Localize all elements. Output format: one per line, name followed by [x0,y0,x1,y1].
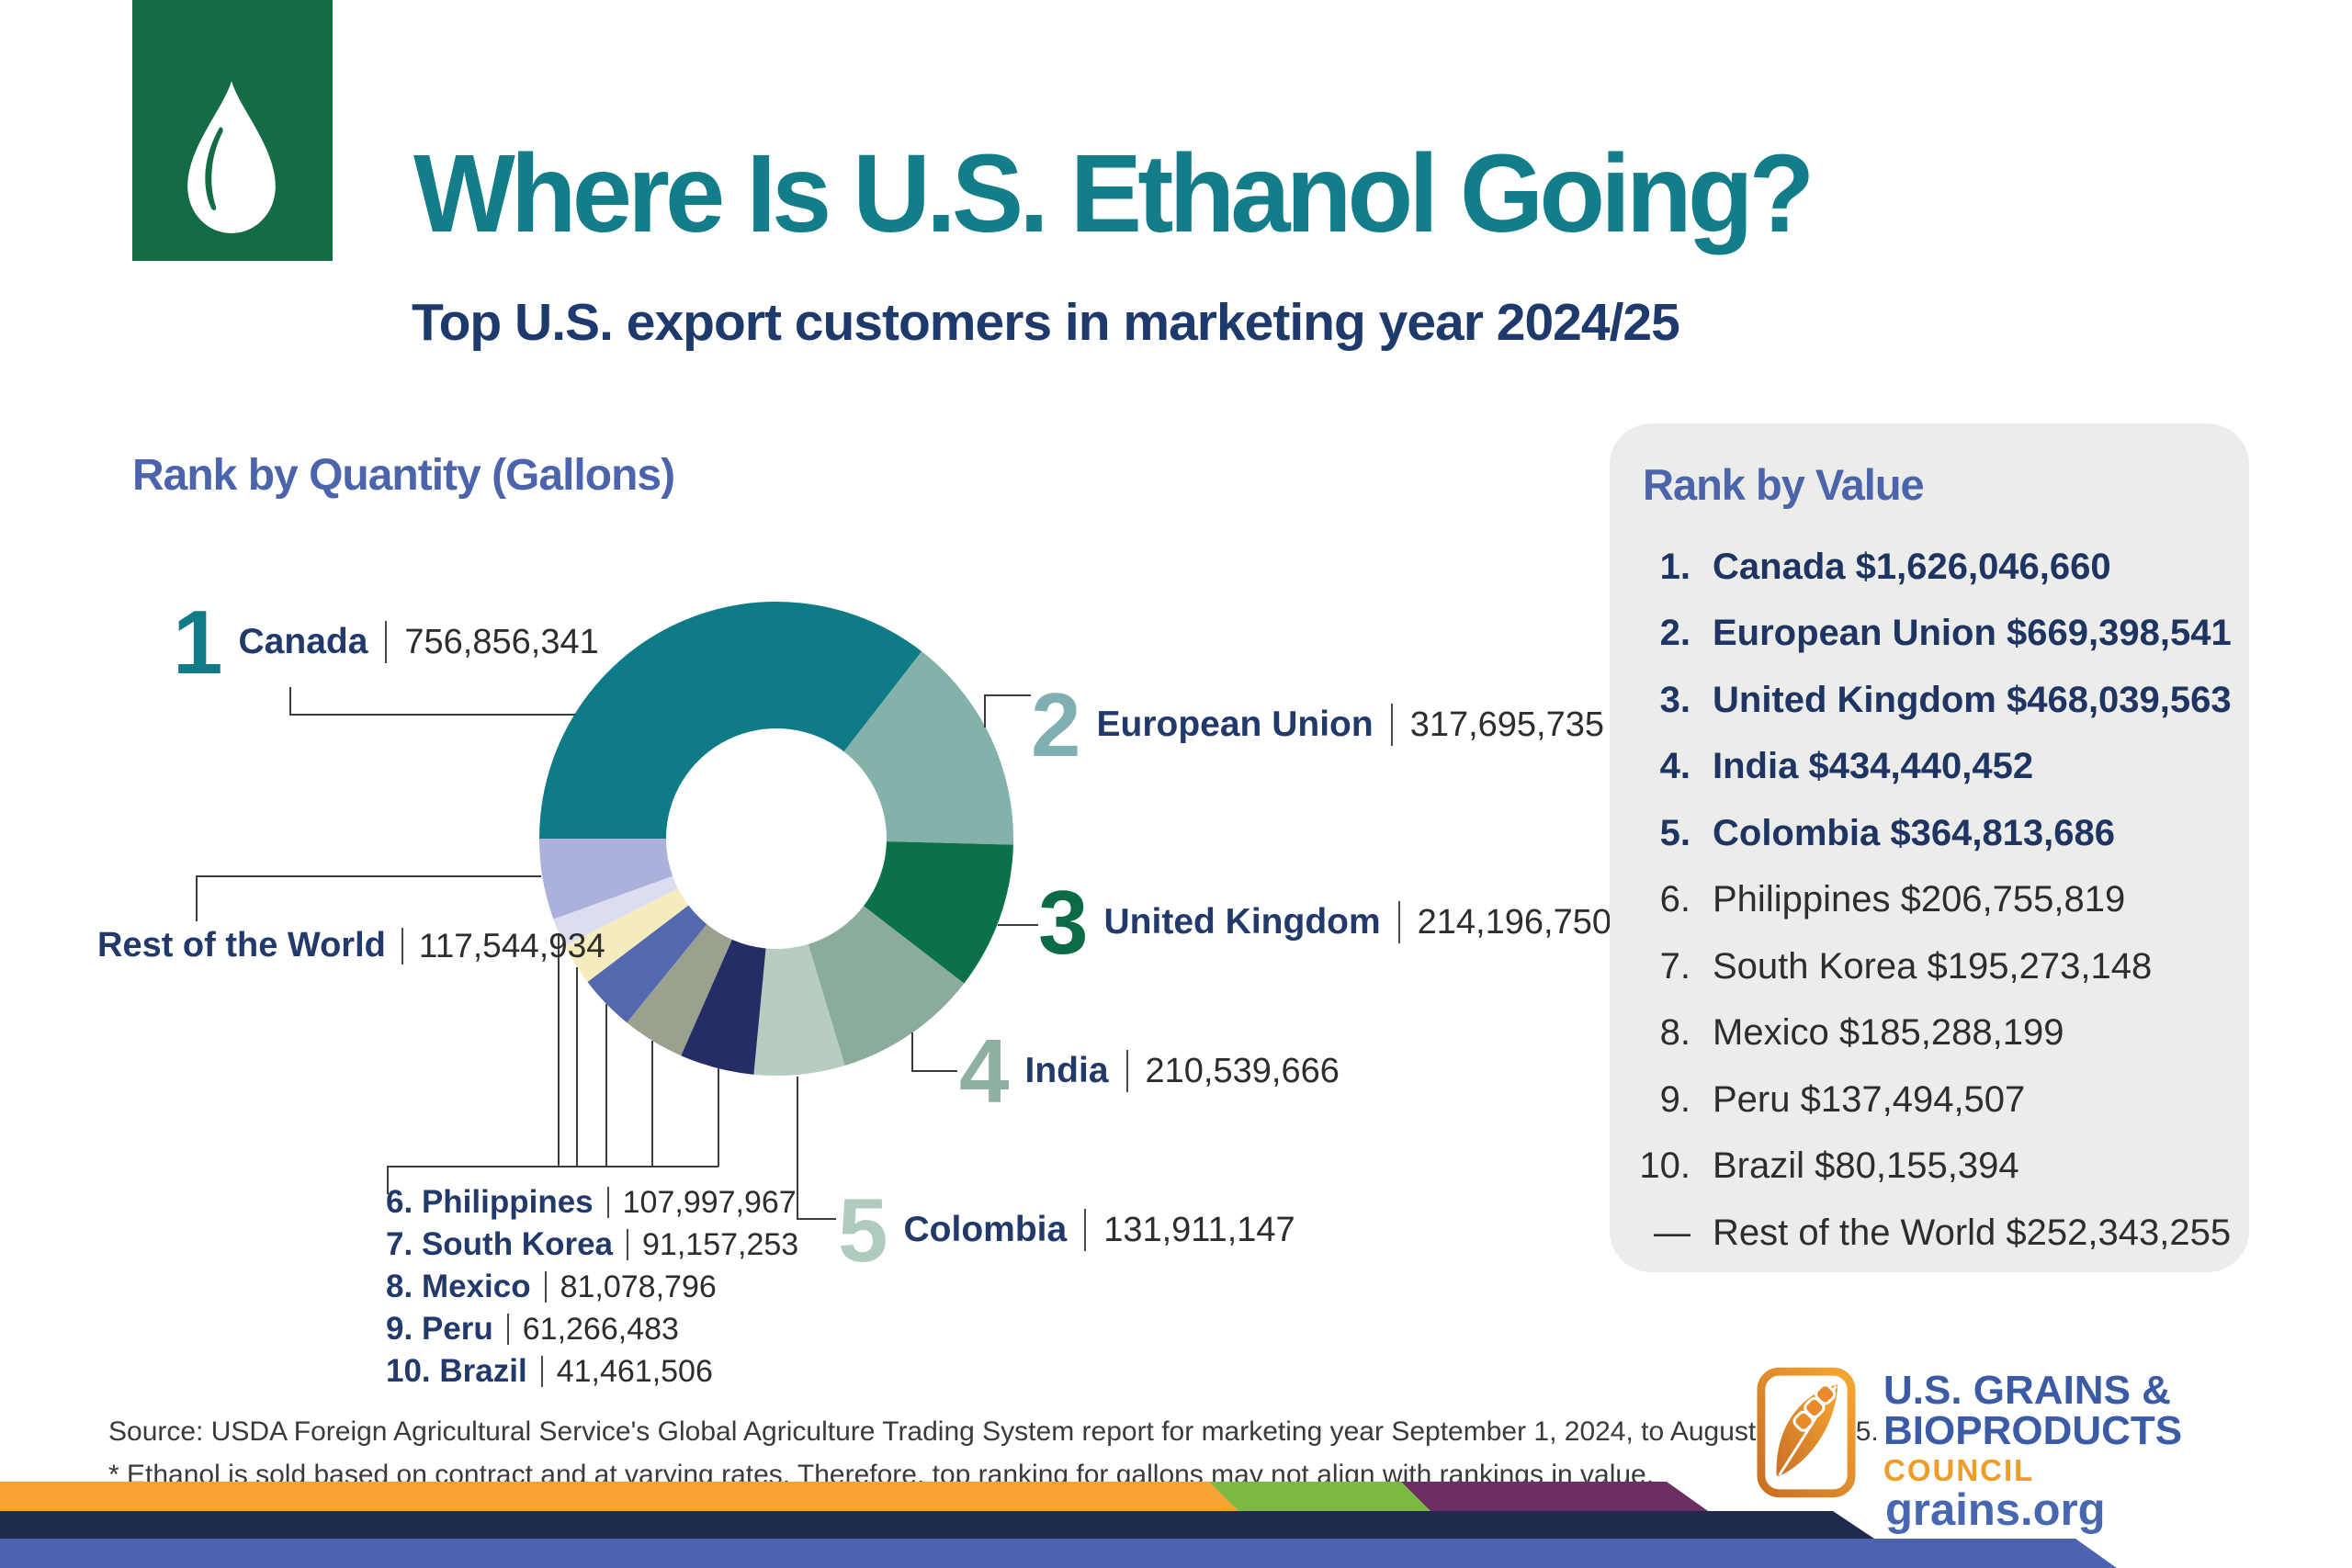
country-value: 210,539,666 [1145,1051,1340,1090]
value-row: 1. Canada $1,626,046,660 [1659,546,2111,587]
stripe-green [1209,1482,1430,1511]
value-row: — Rest of the World $252,343,255 [1654,1212,2232,1253]
rank-number: 3 [1038,872,1088,973]
country-name: Colombia [903,1210,1068,1249]
country-value: 81,078,796 [560,1269,717,1304]
rank-row-peru: 9. Peru 61,266,483 [386,1311,679,1348]
leader-canada [289,687,575,716]
source-line-1: Source: USDA Foreign Agricultural Servic… [108,1416,1879,1447]
footer-stripe-colored [0,1482,2352,1511]
country-value: 107,997,967 [622,1184,797,1220]
divider [540,1356,543,1387]
rank-by-value-panel [1610,423,2249,1272]
rank-row-european-union: 2 European Union 317,695,735 [1031,680,1604,770]
country-name: Canada [238,622,368,661]
page-title: Where Is U.S. Ethanol Going? [413,130,1815,255]
country-value: 41,461,506 [556,1353,713,1389]
value-row: 2. European Union $669,398,541 [1659,613,2232,654]
usgc-logo-icon [1757,1367,1856,1498]
leader-european-union [984,694,1031,728]
value-row: 4. India $434,440,452 [1659,746,2034,787]
country-value: 61,266,483 [522,1311,679,1347]
leader-rest-of-world [196,875,541,921]
country-value: 117,544,934 [418,926,605,964]
rank-and-name: 9. Peru [386,1311,493,1347]
divider [401,927,403,964]
slice-colombia [753,943,845,1076]
rank-and-name: 6. Philippines [386,1184,594,1220]
rank-number: 5 [838,1179,888,1280]
country-name: Rest of the World [97,926,386,964]
rank-number: 4 [959,1021,1009,1122]
stripe-orange [0,1482,1238,1511]
slice-mexico [587,905,707,1023]
divider [1390,704,1393,746]
slice-india [808,906,965,1066]
rank-number: 1 [173,592,222,693]
rank-number: 2 [1031,674,1080,775]
slice-rest-of-the-world [539,839,673,919]
rank-row-canada: 1 Canada 756,856,341 [173,597,599,687]
country-value: 214,196,750 [1417,902,1611,942]
divider [1084,1209,1087,1251]
value-row: 10. Brazil $80,155,394 [1639,1145,2019,1187]
divider [627,1229,629,1260]
divider [1397,901,1400,943]
divider [1125,1050,1128,1092]
rank-and-name: 8. Mexico [386,1269,531,1304]
rank-row-rest-of-world: Rest of the World 117,544,934 [97,926,605,965]
footer-stripe-navy [0,1511,1874,1539]
rank-row-india: 4 India 210,539,666 [959,1026,1340,1116]
logo-text-line1: U.S. GRAINS & [1883,1368,2171,1413]
leader-india [911,1032,957,1072]
slice-european-union [843,651,1013,845]
divider [606,1187,609,1218]
rank-row-south-korea: 7. South Korea 91,157,253 [386,1226,798,1263]
rank-row-brazil: 10. Brazil 41,461,506 [386,1353,713,1390]
slice-united-kingdom [864,841,1013,984]
country-name: United Kingdom [1103,902,1381,942]
value-row: 3. United Kingdom $468,039,563 [1659,679,2232,720]
water-drop-icon [187,81,276,233]
logo-text-line2: BIOPRODUCTS [1883,1408,2183,1453]
value-row: 5. Colombia $364,813,686 [1659,812,2116,853]
quantity-section-heading: Rank by Quantity (Gallons) [132,451,675,500]
value-row: 9. Peru $137,494,507 [1659,1078,2026,1120]
divider [544,1271,547,1303]
divider [506,1314,509,1345]
country-value: 317,695,735 [1409,705,1605,744]
value-row: 8. Mexico $185,288,199 [1659,1012,2064,1054]
rank-row-united-kingdom: 3 United Kingdom 214,196,750 [1038,877,1611,967]
donut-slices [539,602,1013,1076]
divider [385,621,388,663]
country-name: India [1024,1051,1109,1090]
country-value: 756,856,341 [404,622,599,661]
slice-philippines [681,939,766,1075]
rank-row-colombia: 5 Colombia 131,911,147 [838,1185,1295,1275]
rank-row-philippines: 6. Philippines 107,997,967 [386,1184,797,1221]
footer-stripe-blue [0,1539,2117,1568]
leader-colombia [797,1077,836,1220]
slice-south-korea [627,924,732,1056]
country-name: European Union [1096,705,1374,744]
stripe-purple [1401,1482,1708,1511]
country-value: 131,911,147 [1103,1210,1295,1249]
value-row: 7. South Korea $195,273,148 [1659,945,2153,987]
logo-text-council: COUNCIL [1883,1453,2035,1487]
rank-and-name: 10. Brazil [386,1353,527,1389]
value-row: 6. Philippines $206,755,819 [1659,879,2126,920]
country-value: 91,157,253 [642,1226,799,1262]
value-list: 1. Canada $1,626,046,660 2. European Union… [1610,534,2249,1267]
page-subtitle: Top U.S. export customers in marketing y… [412,293,1680,352]
rank-and-name: 7. South Korea [386,1226,614,1262]
value-section-heading: Rank by Value [1643,460,1925,509]
logo-url: grains.org [1885,1485,2106,1535]
rank-row-mexico: 8. Mexico 81,078,796 [386,1269,717,1305]
